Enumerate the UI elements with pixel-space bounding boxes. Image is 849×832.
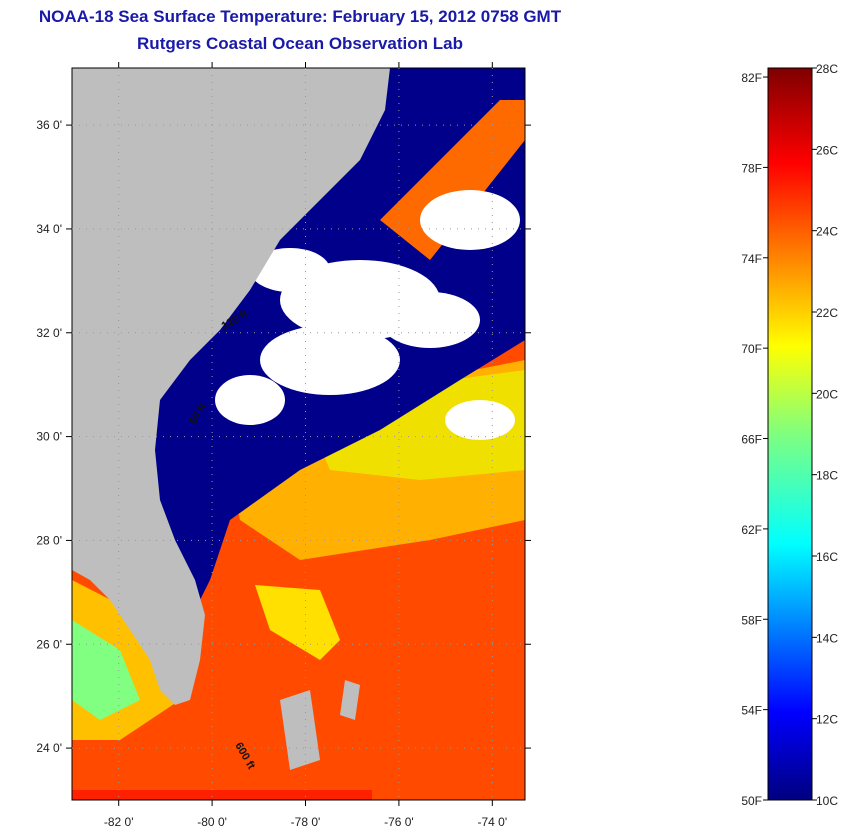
colorbar-f-label: 78F — [741, 161, 762, 175]
colorbar-c-label: 22C — [816, 306, 838, 320]
lon-tick-label: -76 0' — [384, 815, 414, 829]
bahama-bank — [255, 585, 340, 660]
colorbar-f-label: 70F — [741, 342, 762, 356]
colorbar-c-label: 20C — [816, 387, 838, 401]
andros-island — [280, 690, 320, 770]
map-subtitle: Rutgers Coastal Ocean Observation Lab — [137, 34, 463, 53]
longitude-axis: -82 0' -80 0' -78 0' -76 0' -74 0' — [104, 62, 507, 829]
colorbar-f-label: 74F — [741, 252, 762, 266]
southern-strip — [72, 790, 372, 800]
colorbar-f-label: 54F — [741, 704, 762, 718]
colorbar-celsius-axis: 28C 26C 24C 22C 20C 18C 16C 14C 12C 10C — [812, 62, 838, 808]
colorbar-c-label: 18C — [816, 469, 838, 483]
bahama-island — [340, 680, 360, 720]
lat-tick-label: 28 0' — [36, 533, 62, 547]
colorbar-f-label: 50F — [741, 794, 762, 808]
lat-tick-label: 26 0' — [36, 637, 62, 651]
colorbar-fahrenheit-axis: 82F 78F 74F 70F 66F 62F 58F 54F 50F — [741, 71, 768, 808]
colorbar-f-label: 58F — [741, 613, 762, 627]
gulf-stream-north — [380, 100, 525, 260]
colorbar — [767, 67, 813, 801]
colorbar-f-label: 66F — [741, 433, 762, 447]
lat-tick-label: 30 0' — [36, 430, 62, 444]
colorbar-f-label: 62F — [741, 523, 762, 537]
colorbar-c-label: 14C — [816, 631, 838, 645]
lat-tick-label: 34 0' — [36, 222, 62, 236]
lon-tick-label: -78 0' — [291, 815, 321, 829]
colorbar-f-label: 82F — [741, 71, 762, 85]
cloud-cover — [215, 190, 520, 440]
gulf-cool-water — [72, 620, 140, 720]
latitude-axis: 36 0' 34 0' 32 0' 30 0' 28 0' 26 0' 24 0' — [36, 118, 531, 755]
lat-tick-label: 24 0' — [36, 741, 62, 755]
colorbar-c-label: 24C — [816, 225, 838, 239]
lat-tick-label: 32 0' — [36, 326, 62, 340]
colorbar-c-label: 26C — [816, 143, 838, 157]
colorbar-c-label: 28C — [816, 62, 838, 76]
lat-tick-label: 36 0' — [36, 118, 62, 132]
colorbar-c-label: 10C — [816, 794, 838, 808]
graticule — [72, 68, 525, 800]
map-frame — [71, 67, 526, 801]
map-title: NOAA-18 Sea Surface Temperature: Februar… — [38, 7, 562, 26]
lon-tick-label: -82 0' — [104, 815, 134, 829]
land-mass — [72, 68, 390, 705]
sst-map — [72, 68, 525, 800]
colorbar-c-label: 16C — [816, 550, 838, 564]
lon-tick-label: -80 0' — [197, 815, 227, 829]
lon-tick-label: -74 0' — [477, 815, 507, 829]
colorbar-c-label: 12C — [816, 713, 838, 727]
